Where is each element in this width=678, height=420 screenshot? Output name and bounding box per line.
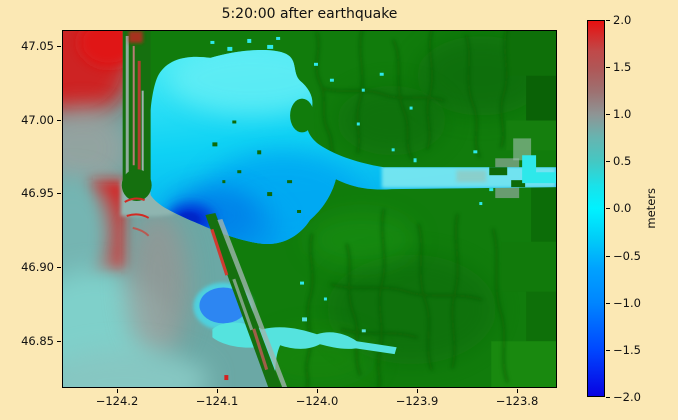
colorbar-tick-mark [606,20,610,21]
x-tick-mark [417,389,418,393]
map-plot-area [62,30,557,388]
colorbar-tick-mark [606,208,610,209]
chart-title: 5:20:00 after earthquake [221,6,398,22]
colorbar-tick-label: −2.0 [613,390,641,404]
colorbar-tick-label: −1.0 [613,296,641,310]
colorbar-tick-label: 2.0 [613,13,632,27]
x-tick-mark [217,389,218,393]
y-tick-label: 47.05 [21,39,54,53]
colorbar [587,20,605,397]
x-tick-mark [117,389,118,393]
x-tick-label: −124.2 [95,394,139,408]
x-tick-label: −123.9 [395,394,439,408]
bay-region [148,49,556,245]
x-tick-label: −124.0 [295,394,339,408]
colorbar-tick-mark [606,350,610,351]
colorbar-tick-label: 0.0 [613,201,632,215]
x-tick-label: −123.8 [495,394,539,408]
colorbar-tick-mark [606,303,610,304]
y-tick-mark [57,120,61,121]
colorbar-tick-mark [606,67,610,68]
y-tick-mark [57,193,61,194]
colorbar-tick-mark [606,114,610,115]
south-spit [205,212,288,387]
colorbar-tick-mark [606,256,610,257]
colorbar-tick-mark [606,161,610,162]
colorbar-tick-label: 1.0 [613,107,632,121]
terrain-texture [305,31,509,387]
colorbar-tick-label: −1.5 [613,343,641,357]
y-tick-mark [57,267,61,268]
y-tick-label: 47.00 [21,113,54,127]
colorbar-tick-label: −0.5 [613,249,641,263]
x-tick-mark [317,389,318,393]
x-tick-mark [517,389,518,393]
x-tick-label: −124.1 [195,394,239,408]
y-tick-mark [57,46,61,47]
y-tick-label: 46.90 [21,260,54,274]
colorbar-tick-mark [606,397,610,398]
colorbar-tick-label: 1.5 [613,60,632,74]
colorbar-tick-label: 0.5 [613,154,632,168]
north-spit [121,31,152,237]
colorbar-label: meters [644,188,658,229]
map-canvas [63,31,556,387]
y-tick-label: 46.95 [21,186,54,200]
y-tick-label: 46.85 [21,334,54,348]
bay-peninsula [290,98,314,133]
y-tick-mark [57,341,61,342]
water-speckles [210,36,556,301]
